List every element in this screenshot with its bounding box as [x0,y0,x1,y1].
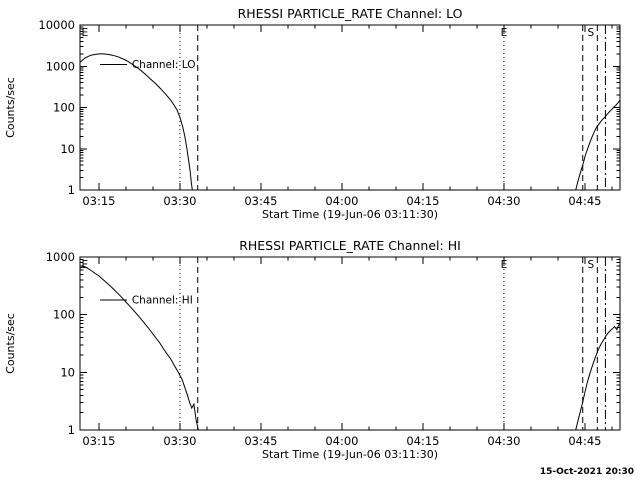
chart-title: RHESSI PARTICLE_RATE Channel: LO [238,6,463,21]
x-tick-label: 03:15 [82,194,115,208]
x-axis: 03:15 03:30 03:45 04:00 04:15 04:30 04:45 [82,257,613,448]
x-tick-label: 04:00 [325,434,358,448]
series-decay [80,265,199,430]
orbit-flag: E [501,259,508,271]
event-lines [179,257,606,430]
x-tick-label: 04:15 [406,434,439,448]
y-tick-label: 1 [68,423,75,437]
plot-frame [79,24,621,191]
x-tick-label: 03:15 [82,434,115,448]
orbit-flag: E [501,27,508,39]
x-tick-label: 04:45 [568,434,601,448]
plot-creation-timestamp: 15-Oct-2021 20:30 [539,467,634,477]
x-axis-title: Start Time (19-Jun-06 03:11:30) [262,208,438,221]
x-tick-label: 03:45 [244,194,277,208]
x-tick-label: 04:45 [568,194,601,208]
series-decay [80,53,193,190]
y-tick-label: 100 [53,308,75,322]
y-axis: 1 10 100 1000 [46,250,620,437]
chart-lo: RHESSI PARTICLE_RATE Channel: LO Counts/s… [4,6,621,221]
chart-title: RHESSI PARTICLE_RATE Channel: HI [239,238,461,253]
legend-label: Channel: LO [132,59,196,71]
x-tick-label: 03:30 [163,434,196,448]
orbit-flag: S [588,27,595,39]
plot-frame [79,256,621,431]
x-tick-label: 04:00 [325,194,358,208]
orbit-flag: E [82,27,89,39]
series-recovery [575,99,620,190]
y-tick-label: 10 [60,142,75,156]
series [80,53,620,190]
y-axis: 1 10 100 1000 10000 [38,18,620,197]
y-tick-label: 1000 [46,59,75,73]
legend-label: Channel: HI [132,294,193,306]
x-axis: 03:15 03:30 03:45 04:00 04:15 04:30 04:45 [82,25,613,208]
y-tick-label: 10 [60,365,75,379]
x-tick-label: 03:30 [163,194,196,208]
x-tick-label: 03:45 [244,434,277,448]
y-tick-label: 1000 [46,250,75,264]
x-tick-label: 04:30 [487,434,520,448]
x-axis-title: Start Time (19-Jun-06 03:11:30) [262,448,438,461]
y-tick-label: 1 [68,183,75,197]
y-axis-title: Counts/sec [4,77,17,138]
orbit-flag: S [588,259,595,271]
event-lines [179,25,606,190]
series-recovery [575,323,620,430]
x-tick-label: 04:30 [487,194,520,208]
series [80,265,620,430]
x-tick-label: 04:15 [406,194,439,208]
y-tick-label: 10000 [38,18,75,32]
y-tick-label: 100 [53,101,75,115]
orbit-flag: E [82,259,89,271]
chart-hi: RHESSI PARTICLE_RATE Channel: HI Counts/s… [4,238,621,461]
y-axis-title: Counts/sec [4,313,17,374]
